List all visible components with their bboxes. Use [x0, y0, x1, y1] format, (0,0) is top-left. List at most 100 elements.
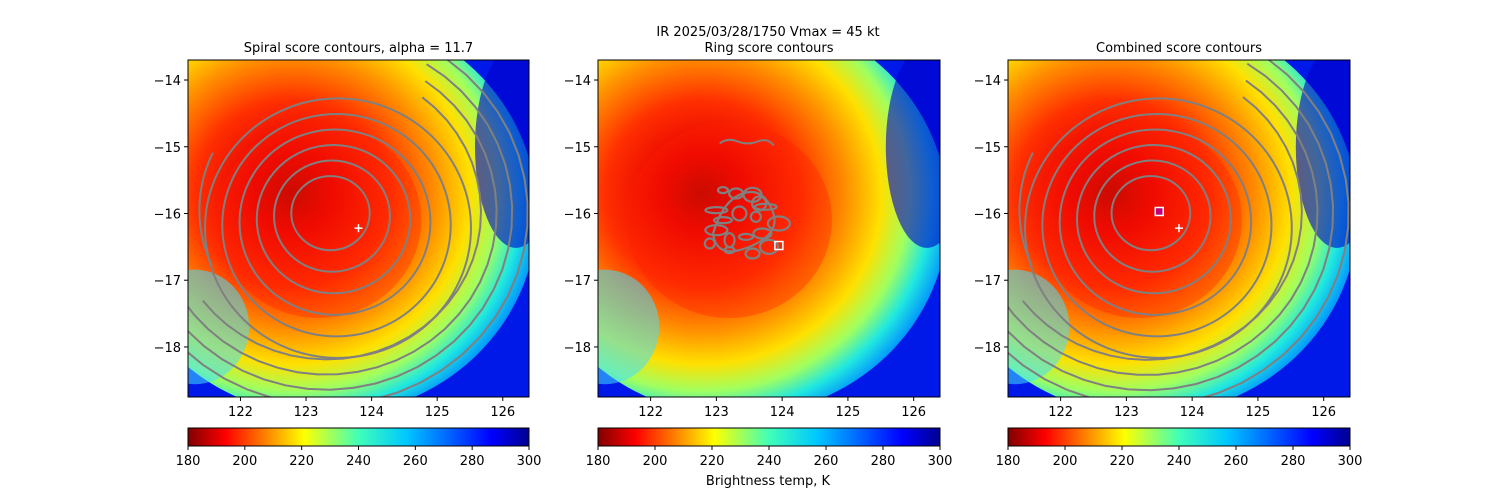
- colorbar-tick-label: 240: [346, 454, 371, 469]
- score-contour: [1058, 128, 1253, 316]
- panel-title: Ring score contours: [704, 41, 833, 56]
- x-tick-label: 123: [294, 405, 319, 420]
- x-tick-label: 126: [901, 405, 926, 420]
- spiral-contour: [1008, 62, 1335, 392]
- panel-title: Combined score contours: [1096, 41, 1262, 56]
- x-tick-label: 124: [770, 405, 795, 420]
- score-contour: [255, 144, 412, 295]
- colorbar-tick-label: 220: [700, 454, 725, 469]
- colorbar-tick-label: 240: [757, 454, 782, 469]
- x-tick-label: 126: [490, 405, 515, 420]
- southwest-clear-patch: [598, 269, 660, 385]
- colorbar-tick-label: 300: [1338, 454, 1363, 469]
- score-contour: [1041, 112, 1273, 338]
- y-tick-label: −14: [974, 74, 1001, 89]
- colorbar-ramp: [597, 427, 941, 447]
- x-tick-label: 123: [1114, 405, 1139, 420]
- x-tick-label: 122: [638, 405, 663, 420]
- y-tick-label: −17: [154, 274, 181, 289]
- colorbar-tick-label: 180: [996, 454, 1021, 469]
- spiral-contour: [1018, 152, 1034, 267]
- score-contour: [290, 175, 371, 252]
- east-clear-region: [885, 60, 940, 248]
- ring-score-contour: [758, 238, 780, 255]
- ring-score-contour: [744, 247, 761, 260]
- y-tick-label: −16: [154, 207, 181, 222]
- storm-cloud-shield: [598, 60, 940, 397]
- spiral-contour: [198, 152, 214, 266]
- axes-frame: [1007, 59, 1351, 398]
- y-tick-label: −17: [974, 274, 1001, 289]
- spiral-contour: [188, 60, 529, 397]
- x-tick-label: 126: [1311, 405, 1336, 420]
- ring-score-contour: [712, 216, 734, 225]
- x-tick-label: 124: [1180, 405, 1205, 420]
- colorbar: 180 200 220 240 260 280 300: [586, 427, 953, 469]
- x-tick-label: 122: [228, 405, 253, 420]
- spiral-contour: [188, 63, 514, 391]
- score-contour: [221, 112, 452, 338]
- ring-score-contour: [719, 138, 775, 147]
- colorbar-tick-label: 260: [403, 454, 428, 469]
- y-tick-label: −18: [564, 341, 591, 356]
- ring-score-contour: [731, 205, 748, 222]
- y-tick-label: −15: [154, 141, 181, 156]
- ring-score-contour: [749, 210, 762, 223]
- spiral-contour: [1008, 60, 1350, 397]
- panel-2: Ring score contours 122 123 124 125 126 −14 −15…: [564, 41, 953, 469]
- colorbar-tick-label: 200: [232, 454, 257, 469]
- panel-3: Combined score contours 122 123 124 125 126 −1…: [974, 41, 1363, 469]
- x-tick-label: 125: [425, 405, 450, 420]
- figure-suptitle: IR 2025/03/28/1750 Vmax = 45 kt: [656, 25, 879, 40]
- southwest-clear-patch: [1008, 269, 1070, 385]
- score-contour: [1093, 159, 1212, 273]
- x-tick-label: 125: [1246, 405, 1271, 420]
- inner-cloud-band: [1036, 122, 1242, 318]
- panel-2-image: [598, 60, 940, 397]
- colorbar-tick-label: 300: [928, 454, 953, 469]
- ring-score-contour: [704, 206, 729, 215]
- colorbar-tick-label: 220: [289, 454, 314, 469]
- best-center-marker: [1154, 206, 1165, 217]
- ring-score-contour: [712, 190, 776, 253]
- y-tick-label: −18: [154, 341, 181, 356]
- score-contour: [238, 128, 432, 316]
- ring-score-contour: [716, 186, 730, 195]
- y-tick-label: −17: [564, 274, 591, 289]
- colorbar-tick-label: 280: [460, 454, 485, 469]
- spiral-contour: [188, 80, 498, 376]
- x-tick-label: 124: [359, 405, 384, 420]
- panel-1-image: [188, 60, 529, 397]
- best-ring-marker: [774, 240, 784, 251]
- inner-cloud-band: [216, 122, 422, 318]
- colorbar-ramp: [1007, 427, 1351, 447]
- colorbar-tick-label: 220: [1110, 454, 1135, 469]
- score-contour: [1110, 175, 1192, 252]
- y-tick-label: −16: [974, 207, 1001, 222]
- colorbar-tick-label: 280: [871, 454, 896, 469]
- y-tick-label: −14: [564, 74, 591, 89]
- axes-frame: [187, 59, 530, 398]
- colorbar-tick-label: 200: [643, 454, 668, 469]
- colorbar-tick-label: 280: [1281, 454, 1306, 469]
- center-guess-marker: [354, 224, 363, 233]
- panel-title: Spiral score contours, alpha = 11.7: [244, 41, 473, 56]
- ring-score-contour: [737, 232, 755, 241]
- inner-cloud-band: [626, 122, 832, 318]
- y-tick-label: −14: [154, 74, 181, 89]
- axes-frame: [597, 59, 941, 398]
- y-tick-label: −18: [974, 341, 1001, 356]
- colorbar-tick-label: 300: [517, 454, 542, 469]
- score-contour: [273, 159, 391, 273]
- colorbar-tick-label: 180: [176, 454, 201, 469]
- panel-1: Spiral score contours, alpha = 11.7 122 12…: [154, 41, 542, 469]
- y-tick-label: −15: [564, 141, 591, 156]
- ring-score-contour: [752, 227, 773, 240]
- x-tick-label: 125: [836, 405, 861, 420]
- score-contour: [1075, 144, 1232, 295]
- colorbar-tick-label: 180: [586, 454, 611, 469]
- y-tick-label: −15: [974, 141, 1001, 156]
- x-tick-label: 123: [704, 405, 729, 420]
- colorbar-ramp: [187, 427, 530, 447]
